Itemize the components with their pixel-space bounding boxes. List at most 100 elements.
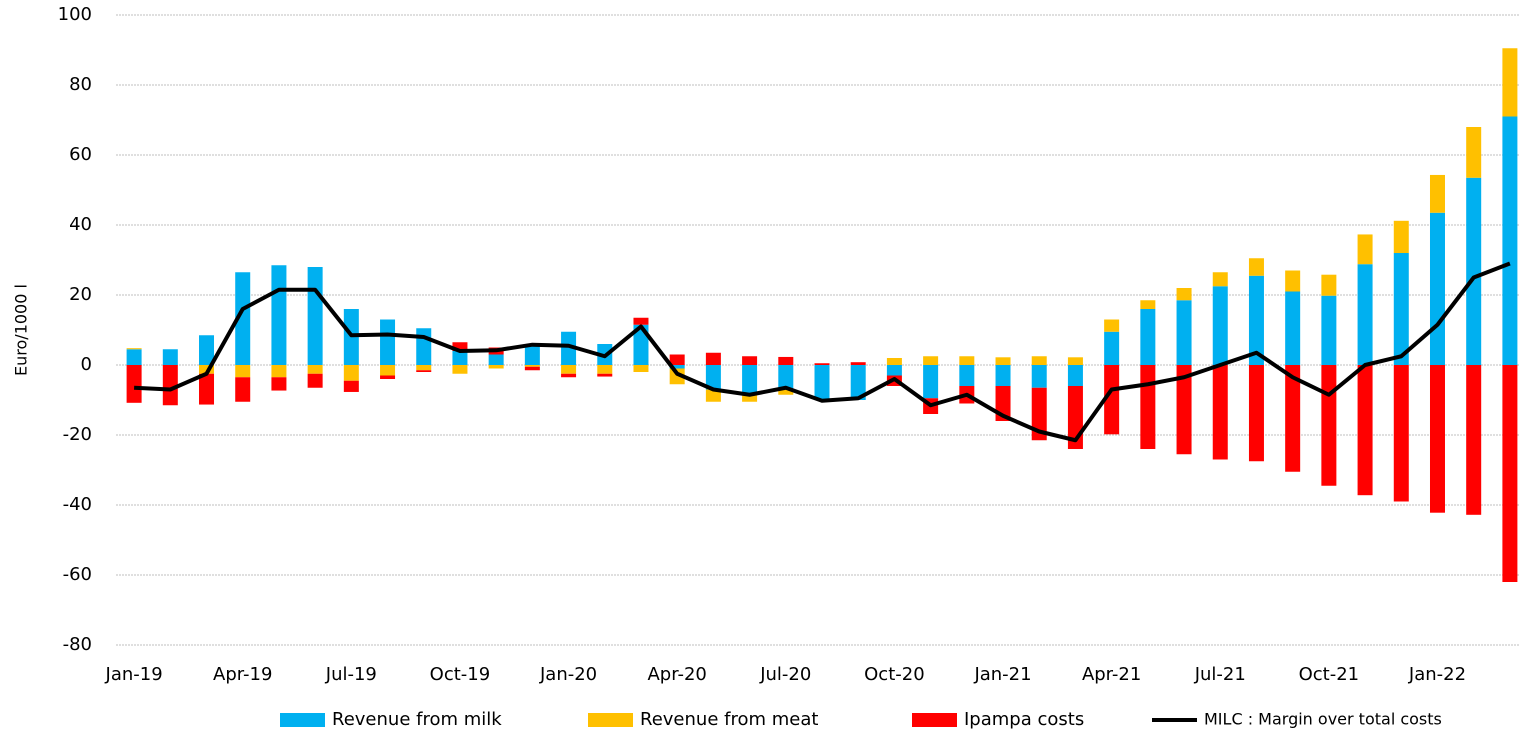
bar-segment (886, 358, 902, 365)
y-tick-label: -20 (63, 424, 92, 445)
bar-segment (633, 317, 649, 325)
bar-segment (1248, 258, 1264, 276)
bar-segment (1067, 365, 1083, 386)
x-tick-label: Oct-19 (430, 664, 491, 685)
x-tick-label: Jan-22 (1408, 664, 1466, 685)
bar-segment (669, 368, 685, 385)
bar-segment (126, 365, 142, 403)
bar-segment (1357, 234, 1373, 265)
y-tick-label: 20 (69, 284, 92, 305)
bar-segment (1321, 274, 1337, 296)
bar-segment (307, 373, 323, 388)
bar-segment (1248, 275, 1264, 365)
bar-segment (959, 365, 975, 386)
bar-segment (1285, 291, 1301, 365)
x-tick-label: Jan-20 (539, 664, 597, 685)
bar-segment (1031, 356, 1047, 365)
bar-segment (561, 365, 577, 374)
bar-segment (524, 366, 540, 371)
bar-segment (235, 365, 251, 378)
y-tick-label: 40 (69, 214, 92, 235)
y-axis-label: Euro/1000 l (12, 284, 31, 376)
x-tick-label: Apr-21 (1082, 664, 1141, 685)
bar-segment (1393, 253, 1409, 365)
bar-segment (1104, 319, 1120, 332)
bar-segment (271, 265, 287, 365)
bar-segment (1285, 270, 1301, 292)
bar-segment (488, 354, 504, 365)
x-tick-label: Apr-19 (213, 664, 272, 685)
bar-segment (380, 319, 396, 365)
bar-segment (416, 328, 432, 365)
bar-segment (669, 354, 685, 365)
bar-segment (1104, 365, 1120, 435)
bar-segment (633, 365, 649, 372)
bar-segment (162, 349, 178, 365)
bar-segment (1031, 365, 1047, 388)
bar-segment (742, 365, 758, 395)
bar-segment (1502, 48, 1518, 117)
bar-segment (1393, 220, 1409, 253)
bar-segment (162, 365, 178, 406)
bar-segment (995, 365, 1011, 386)
bar-segment (1429, 365, 1445, 513)
bar-segment (380, 365, 396, 376)
bar-segment (705, 389, 721, 402)
bar-segment (199, 335, 215, 365)
bar-segment (126, 348, 142, 350)
bar-segment (416, 370, 432, 372)
bar-segment (307, 365, 323, 374)
bar-segment (1212, 272, 1228, 287)
bar-segment (1429, 212, 1445, 365)
bar-segment (1393, 365, 1409, 502)
bar-segment (705, 365, 721, 390)
bar-segment (452, 342, 468, 351)
bar-segment (1212, 286, 1228, 365)
bar-segment (995, 357, 1011, 365)
bar-segment (561, 331, 577, 365)
bar-segment (199, 365, 215, 374)
bar-segment (1176, 365, 1192, 455)
bar-segment (923, 365, 939, 399)
x-tick-label: Jan-21 (973, 664, 1031, 685)
bar-segment (235, 377, 251, 402)
bar-segment (778, 356, 794, 365)
bar-segment (886, 365, 902, 376)
x-tick-label: Apr-20 (647, 664, 706, 685)
bar-segment (343, 365, 359, 381)
bar-segment (814, 363, 830, 365)
bar-segment (1429, 174, 1445, 213)
bar-segment (1067, 357, 1083, 365)
bar-segment (452, 365, 468, 374)
bar-segment (1248, 365, 1264, 462)
bar-segment (1466, 127, 1482, 178)
bar-segment (633, 324, 649, 365)
bar-segment (850, 362, 866, 365)
bar-segment (597, 373, 613, 377)
bar-segment (1104, 331, 1120, 365)
bar-segment (1031, 387, 1047, 441)
bar-segment (923, 356, 939, 365)
bar-segment (1357, 365, 1373, 496)
bar-segment (1285, 365, 1301, 472)
legend-label: Ipampa costs (964, 709, 1084, 730)
x-tick-label: Jul-19 (325, 664, 377, 685)
bar-segment (1466, 177, 1482, 365)
bar-segment (1140, 300, 1156, 309)
bar-segment (1176, 300, 1192, 365)
y-tick-label: -40 (63, 494, 92, 515)
bar-segment (561, 373, 577, 378)
x-tick-label: Jul-21 (1194, 664, 1246, 685)
x-tick-label: Jan-19 (105, 664, 163, 685)
x-tick-label: Oct-21 (1299, 664, 1360, 685)
bar-segment (1140, 309, 1156, 365)
bar-segment (416, 365, 432, 371)
legend-label: MILC : Margin over total costs (1204, 710, 1442, 729)
bar-segment (597, 365, 613, 374)
bar-segment (1176, 288, 1192, 301)
bar-segment (1321, 365, 1337, 486)
bar-segment (778, 389, 794, 395)
bar-segment (307, 267, 323, 365)
bar-segment (1212, 365, 1228, 460)
